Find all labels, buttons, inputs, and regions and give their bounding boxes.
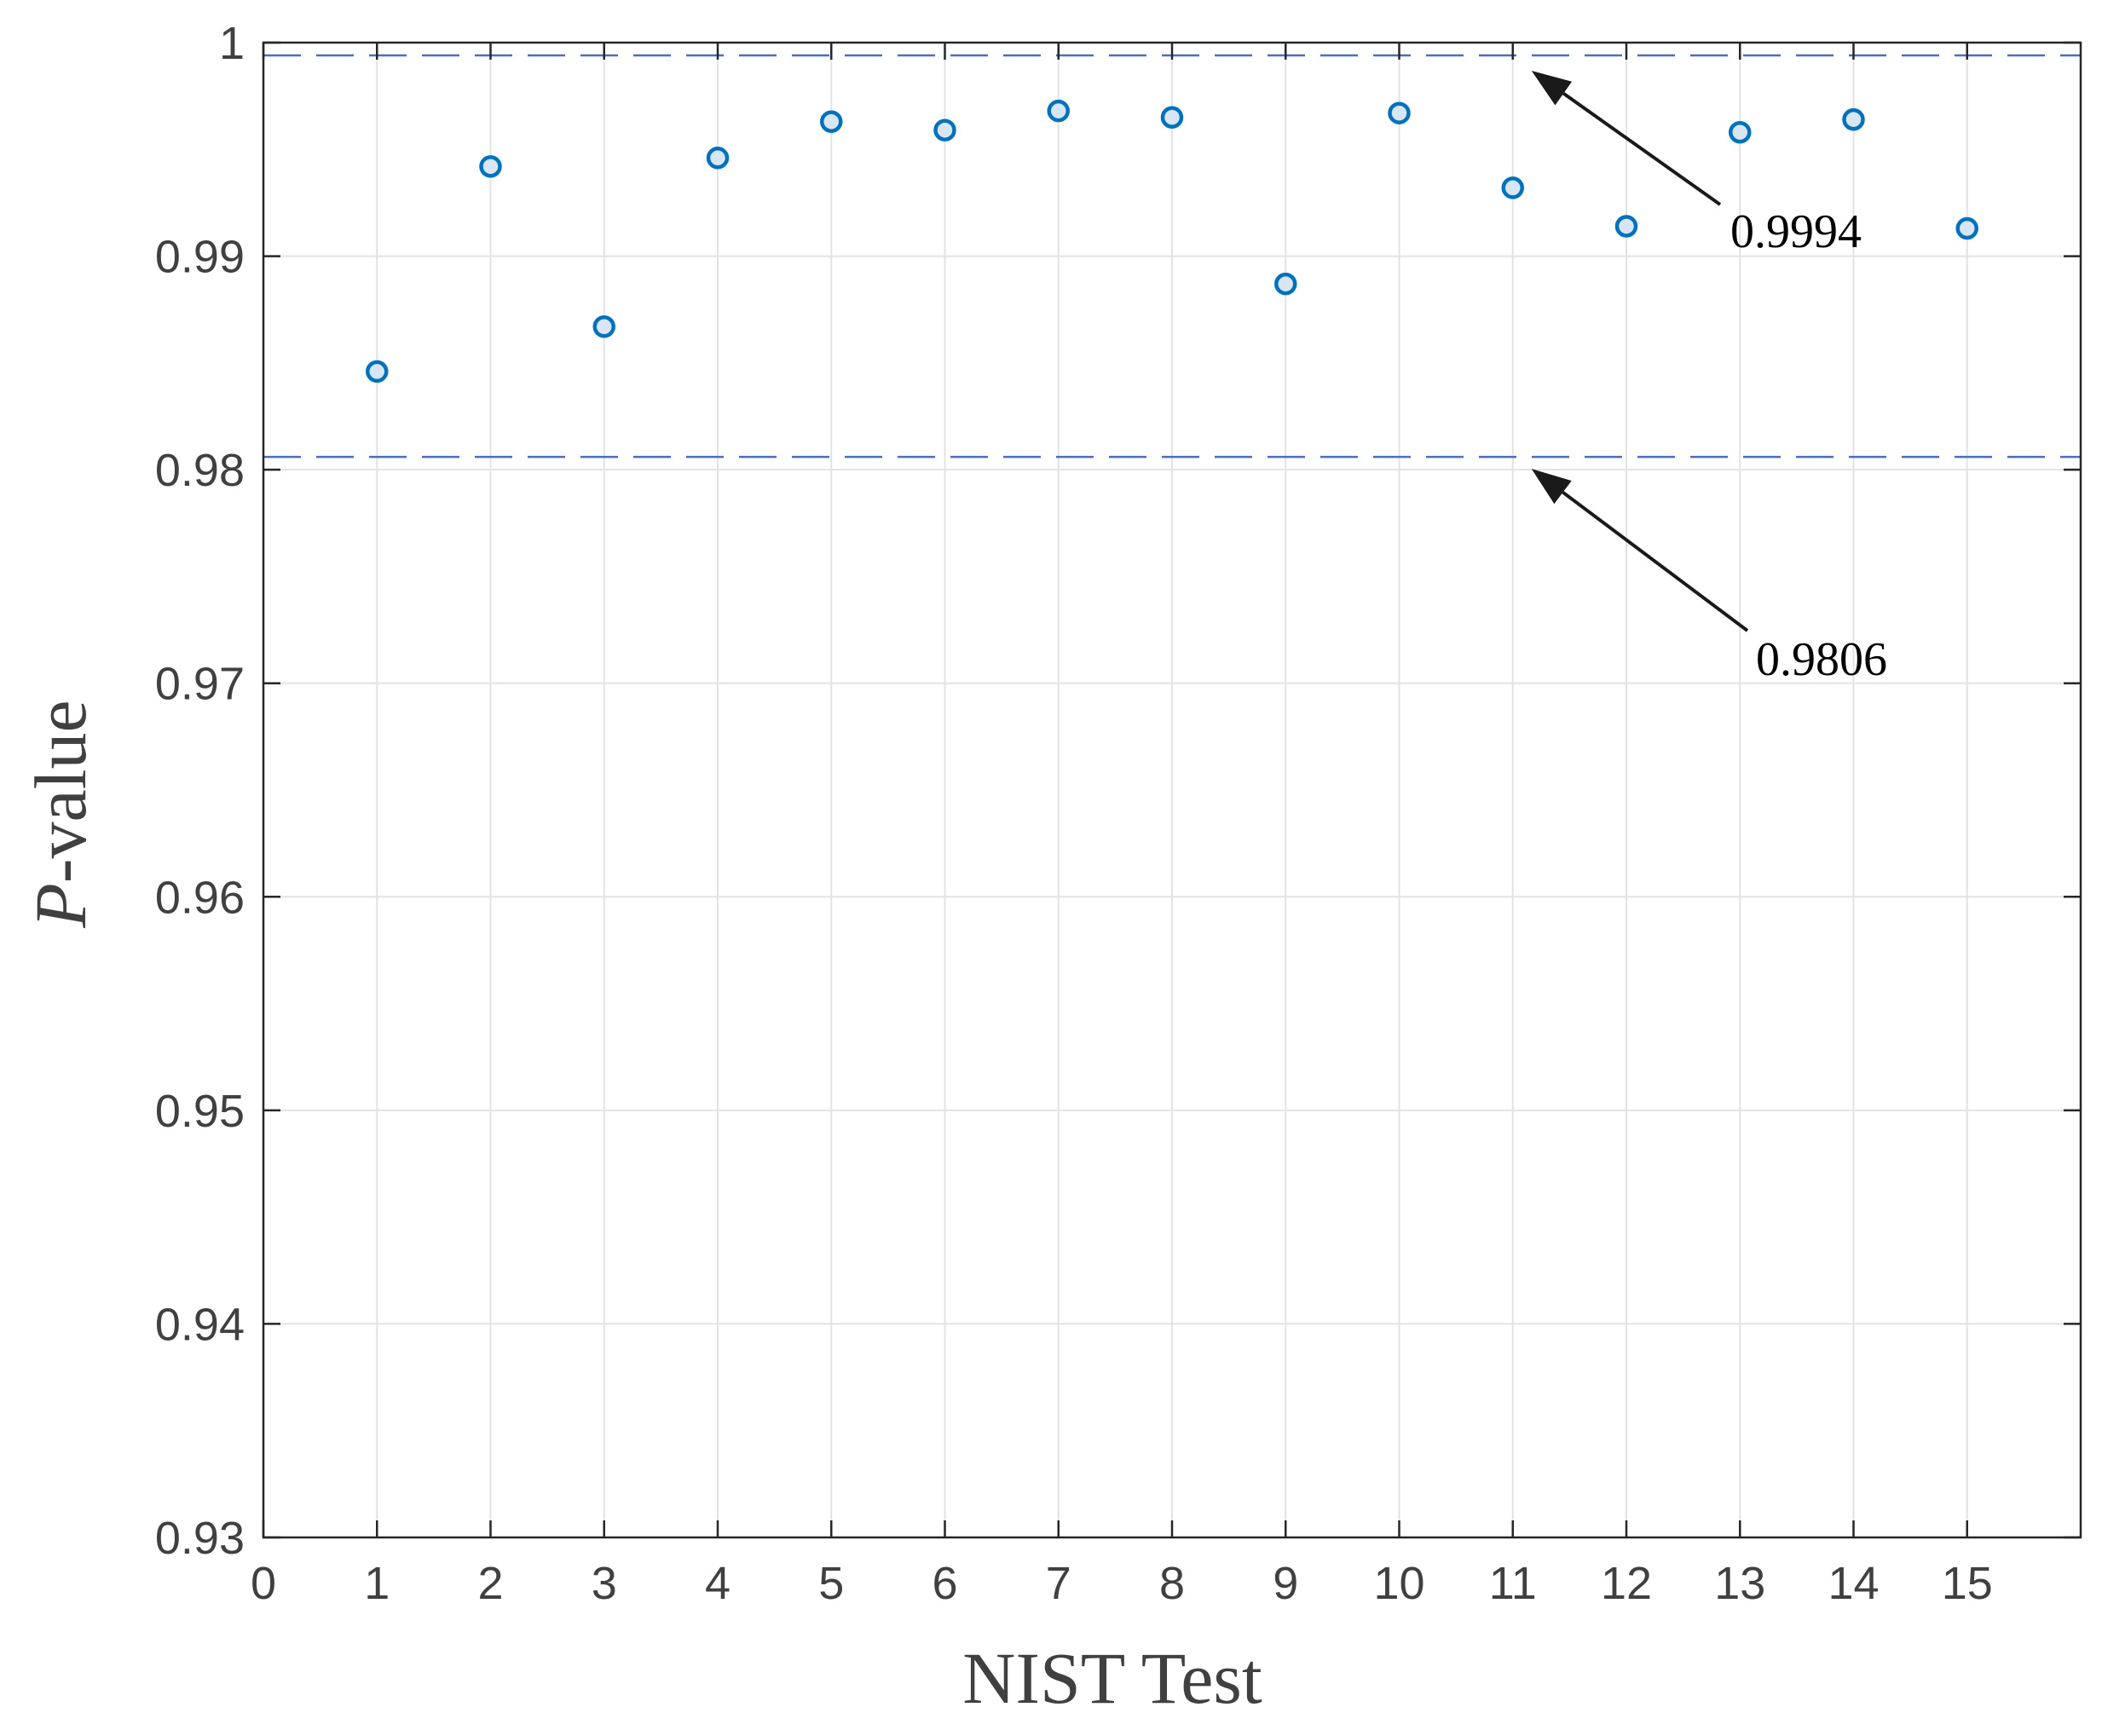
annotation-arrow-upper (1562, 92, 1722, 206)
x-tick-labels: 0 1 2 3 4 5 6 7 8 9 10 11 12 13 14 15 (251, 1558, 1993, 1609)
annotation-label-lower: 0.9806 (1756, 633, 1887, 686)
annotation-arrow-lower (1562, 491, 1749, 632)
data-point (1501, 176, 1524, 199)
y-axis-title-italic: P (20, 883, 101, 929)
annotation-arrowhead-upper (1531, 71, 1573, 106)
x-tick-label: 13 (1714, 1558, 1765, 1609)
x-tick-label: 3 (592, 1558, 617, 1609)
data-point (1274, 272, 1297, 296)
data-point (706, 147, 730, 170)
annotation-arrowhead-lower (1531, 469, 1572, 505)
data-point (1388, 101, 1411, 124)
annotation-lower: 0.9806 (1531, 469, 1887, 686)
y-tick-label: 0.93 (155, 1513, 245, 1564)
y-tick-label: 0.98 (155, 445, 245, 496)
y-axis-title: P-value (20, 700, 101, 928)
x-tick-label: 10 (1373, 1558, 1424, 1609)
data-point (1955, 216, 1978, 240)
x-tick-label: 7 (1046, 1558, 1071, 1609)
x-tick-label: 15 (1942, 1558, 1993, 1609)
x-tick-label: 11 (1489, 1558, 1537, 1609)
grid-lines (263, 42, 2081, 1538)
x-tick-label: 2 (477, 1558, 503, 1609)
annotation-label-upper: 0.9994 (1730, 205, 1862, 258)
data-point (1842, 107, 1865, 131)
x-axis-title: NIST Test (962, 1637, 1262, 1719)
x-tick-label: 0 (251, 1558, 276, 1609)
annotation-upper: 0.9994 (1531, 71, 1862, 258)
data-point (1047, 99, 1070, 123)
y-tick-label: 0.97 (155, 659, 245, 710)
x-tick-label: 9 (1273, 1558, 1298, 1609)
x-tick-label: 1 (364, 1558, 390, 1609)
axis-ticks (262, 41, 2081, 1539)
x-tick-label: 6 (932, 1558, 957, 1609)
data-point (820, 110, 843, 133)
x-tick-label: 8 (1159, 1558, 1185, 1609)
data-points (366, 99, 1978, 384)
data-point (1614, 215, 1638, 238)
x-tick-label: 14 (1828, 1558, 1879, 1609)
y-tick-label: 1 (219, 18, 245, 69)
y-tick-label: 0.95 (155, 1086, 245, 1137)
y-tick-label: 0.99 (155, 232, 245, 283)
x-tick-label: 5 (818, 1558, 844, 1609)
y-tick-label: 0.94 (155, 1299, 245, 1350)
annotations: 0.9994 0.9806 (1531, 71, 1887, 686)
data-point (933, 118, 956, 141)
data-point (592, 315, 615, 338)
data-point (366, 360, 389, 384)
x-tick-label: 4 (705, 1558, 731, 1609)
y-tick-labels: 0.93 0.94 0.95 0.96 0.97 0.98 0.99 1 (155, 18, 245, 1564)
data-point (1160, 106, 1184, 129)
data-point (1729, 120, 1752, 144)
data-point (479, 155, 502, 178)
y-axis-title-rest: -value (20, 700, 101, 883)
y-tick-label: 0.96 (155, 872, 245, 923)
x-tick-label: 12 (1601, 1558, 1652, 1609)
